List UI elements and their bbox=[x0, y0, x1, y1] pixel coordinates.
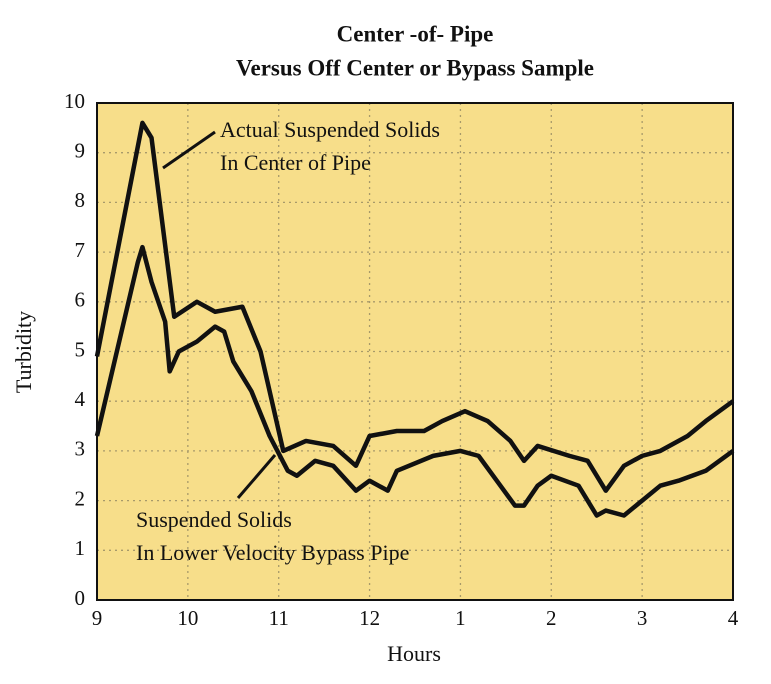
x-tick-label: 4 bbox=[728, 606, 739, 630]
y-tick-label: 6 bbox=[75, 288, 86, 312]
x-axis-label: Hours bbox=[387, 641, 441, 666]
y-tick-label: 2 bbox=[75, 486, 86, 510]
x-tick-label: 2 bbox=[546, 606, 557, 630]
y-tick-label: 4 bbox=[75, 387, 86, 411]
x-tick-label: 10 bbox=[177, 606, 198, 630]
series-line bbox=[94, 120, 735, 493]
chart-title: Center -of- Pipe bbox=[337, 21, 494, 46]
y-tick-label: 5 bbox=[75, 337, 86, 361]
y-tick-label: 3 bbox=[75, 437, 86, 461]
y-tick-label: 9 bbox=[75, 139, 86, 163]
x-tick-label: 9 bbox=[92, 606, 103, 630]
y-axis-label: Turbidity bbox=[11, 311, 36, 393]
y-tick-label: 8 bbox=[75, 188, 86, 212]
y-tick-label: 10 bbox=[64, 89, 85, 113]
leader-line bbox=[236, 454, 277, 499]
x-tick-label: 11 bbox=[269, 606, 289, 630]
series-line bbox=[94, 244, 735, 518]
x-tick-label: 12 bbox=[359, 606, 380, 630]
annotation: Actual Suspended Solids bbox=[220, 117, 440, 142]
y-tick-label: 1 bbox=[75, 536, 86, 560]
annotation: Suspended Solids bbox=[136, 507, 292, 532]
y-tick-label: 0 bbox=[75, 586, 86, 610]
annotation: In Center of Pipe bbox=[220, 150, 371, 175]
y-tick-label: 7 bbox=[75, 238, 86, 262]
x-tick-label: 1 bbox=[455, 606, 466, 630]
chart-title: Versus Off Center or Bypass Sample bbox=[236, 55, 594, 80]
x-tick-label: 3 bbox=[637, 606, 648, 630]
plot-area bbox=[94, 102, 735, 601]
leader-line bbox=[162, 130, 216, 170]
annotation: In Lower Velocity Bypass Pipe bbox=[136, 540, 409, 565]
